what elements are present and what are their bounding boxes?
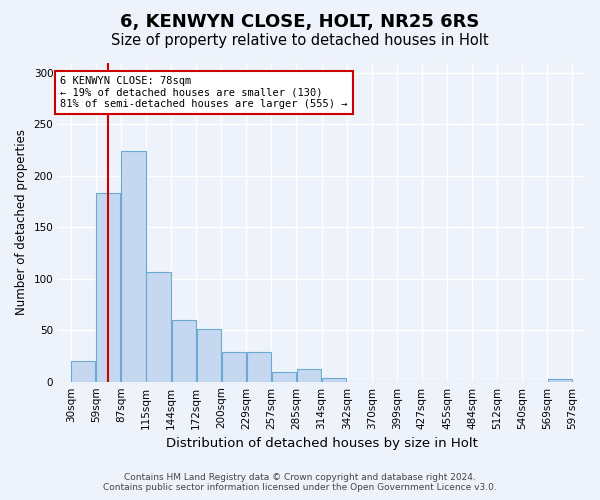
Bar	[247, 352, 271, 382]
Text: Size of property relative to detached houses in Holt: Size of property relative to detached ho…	[111, 32, 489, 48]
Text: 6, KENWYN CLOSE, HOLT, NR25 6RS: 6, KENWYN CLOSE, HOLT, NR25 6RS	[121, 12, 479, 30]
Text: Contains HM Land Registry data © Crown copyright and database right 2024.
Contai: Contains HM Land Registry data © Crown c…	[103, 473, 497, 492]
Bar	[297, 370, 321, 382]
Bar	[548, 378, 572, 382]
Bar	[96, 194, 121, 382]
Bar	[172, 320, 196, 382]
Bar	[146, 272, 170, 382]
Bar	[121, 151, 146, 382]
Bar	[272, 372, 296, 382]
X-axis label: Distribution of detached houses by size in Holt: Distribution of detached houses by size …	[166, 437, 478, 450]
Text: 6 KENWYN CLOSE: 78sqm
← 19% of detached houses are smaller (130)
81% of semi-det: 6 KENWYN CLOSE: 78sqm ← 19% of detached …	[60, 76, 347, 109]
Y-axis label: Number of detached properties: Number of detached properties	[15, 129, 28, 315]
Bar	[71, 361, 95, 382]
Bar	[197, 329, 221, 382]
Bar	[322, 378, 346, 382]
Bar	[221, 352, 246, 382]
